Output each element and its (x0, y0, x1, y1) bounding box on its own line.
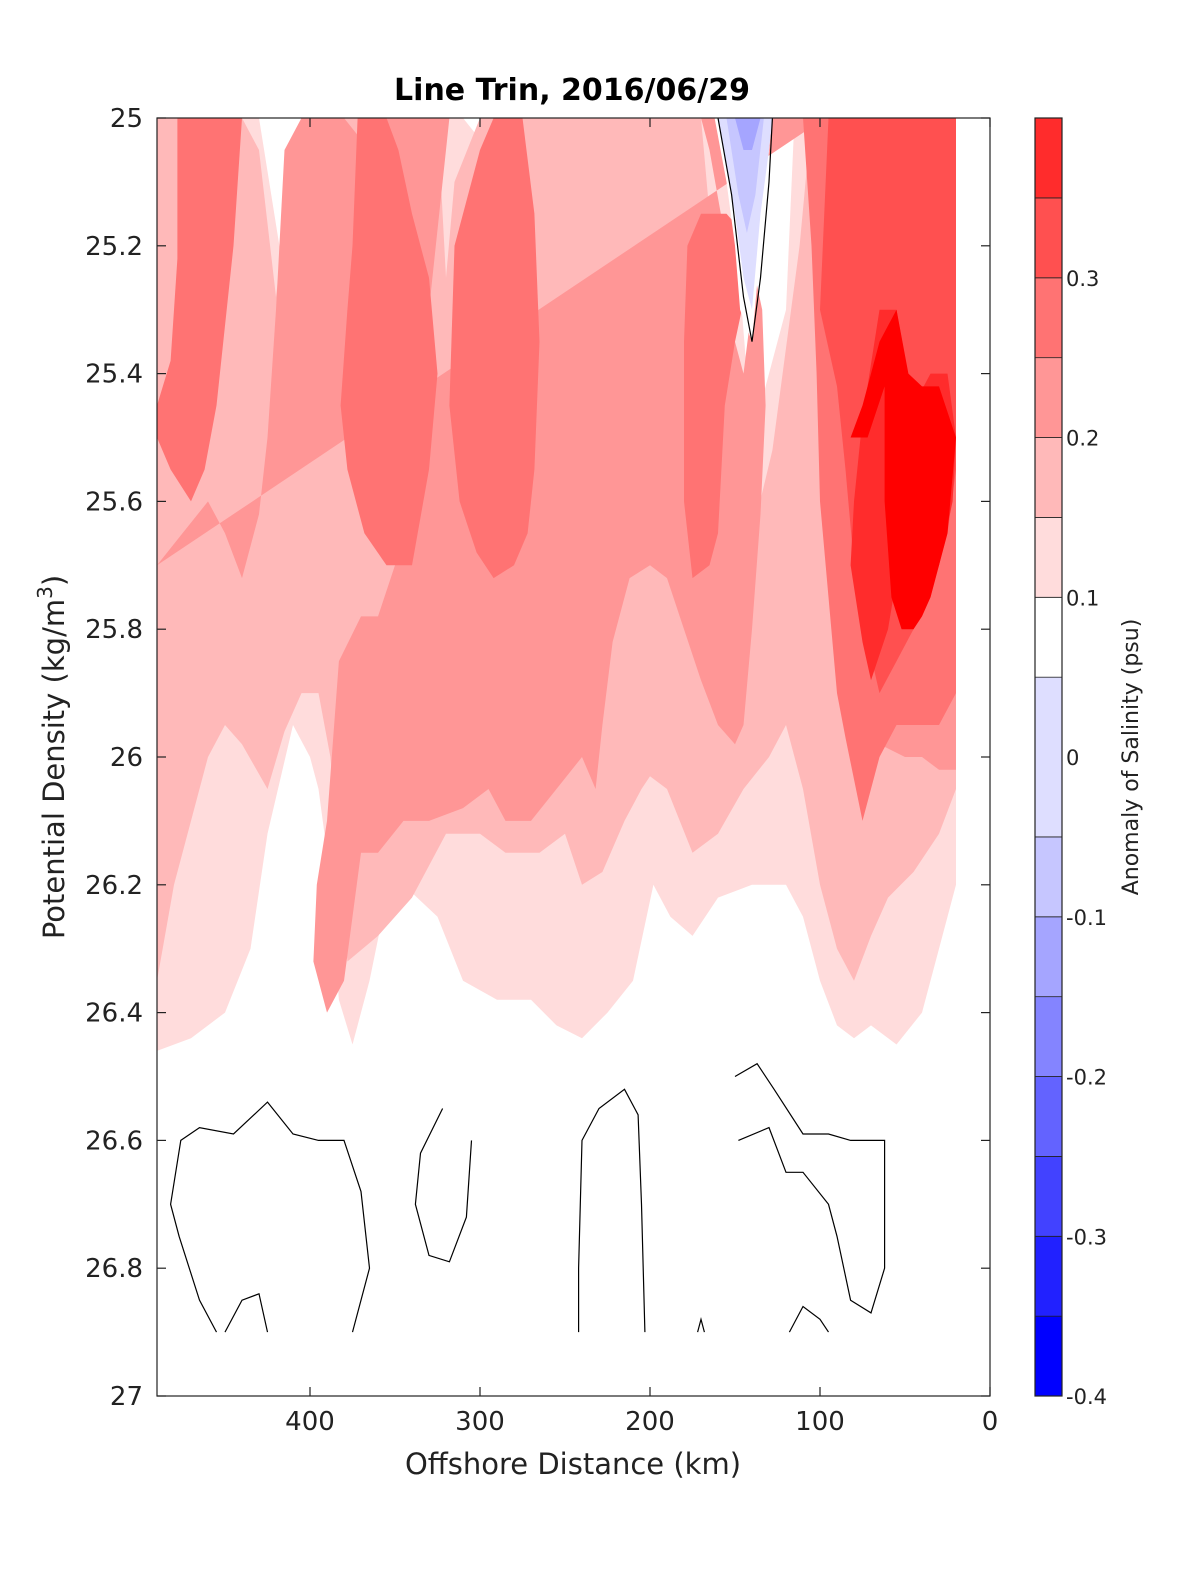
y-axis-ticks: 25 25.2 25.4 25.6 25.8 26 26.2 26.4 26.6 26.8 27 (85, 104, 990, 1412)
chart-title: Line Trin, 2016/06/29 (394, 73, 750, 108)
colorbar-tick-label: 0 (1066, 746, 1079, 770)
colorbar-block (1034, 916, 1063, 998)
y-axis-label-main: Potential Density (kg/m (37, 599, 71, 939)
x-tick-label: 300 (455, 1407, 505, 1437)
contour-region-13 (726, 118, 764, 233)
contour-line-2 (224, 1292, 269, 1333)
y-tick-label: 26.8 (85, 1254, 143, 1284)
y-tick-label: 26 (110, 743, 143, 773)
plot-area: 400 300 200 100 0 25 25.2 25.4 25.6 25.8 26 26.2 26… (85, 104, 998, 1437)
contour-line-4 (577, 1088, 646, 1333)
colorbar-block (1034, 1156, 1063, 1237)
colorbar-block (1034, 357, 1063, 438)
contour-line-6 (734, 1062, 886, 1314)
colorbar-block (1034, 197, 1063, 279)
y-tick-label: 25.4 (85, 360, 143, 390)
contour-line-7 (788, 1305, 829, 1333)
colorbar-block (1034, 996, 1063, 1077)
colorbar-tick-label: -0.3 (1066, 1225, 1107, 1249)
colorbar-tick-label: -0.2 (1066, 1066, 1107, 1090)
y-tick-label: 25.8 (85, 615, 143, 645)
contour-region-10 (850, 309, 956, 630)
colorbar-block (1034, 117, 1063, 199)
colorbar-label: Anomaly of Salinity (psu) (1119, 619, 1144, 896)
contour-region-5 (449, 118, 540, 579)
x-tick-label: 200 (625, 1407, 675, 1437)
colorbar-tick-label: 0.3 (1066, 267, 1099, 291)
y-tick-label: 25.6 (85, 487, 143, 517)
colorbar-block (1034, 437, 1063, 518)
contour-region-4 (340, 118, 438, 566)
y-axis-label: Potential Density (kg/m3) (33, 575, 71, 939)
y-tick-label: 27 (110, 1382, 143, 1412)
y-tick-label: 25 (110, 104, 143, 134)
contour-lines (169, 117, 886, 1333)
contour-line-5 (697, 1316, 705, 1333)
colorbar-tick-label: -0.4 (1066, 1385, 1107, 1409)
colorbar-ticks: -0.4 -0.3 -0.2 -0.1 0 0.1 0.2 0.3 (1066, 267, 1107, 1409)
colorbar-tick-label: 0.1 (1066, 586, 1099, 610)
x-tick-label: 0 (982, 1407, 999, 1437)
contour-line-3 (414, 1108, 473, 1263)
y-axis-label-close: ) (37, 575, 71, 586)
x-axis-label: Offshore Distance (km) (405, 1447, 741, 1481)
colorbar-block (1034, 517, 1063, 598)
colorbar: -0.4 -0.3 -0.2 -0.1 0 0.1 0.2 0.3 Anomaly of Sa… (1034, 117, 1144, 1409)
contour-fills (157, 118, 956, 1051)
colorbar-block (1034, 676, 1063, 838)
colorbar-block (1034, 836, 1063, 918)
y-axis-label-sup: 3 (33, 586, 57, 599)
contour-line-1 (169, 1101, 371, 1333)
colorbar-block (1034, 1315, 1063, 1397)
y-tick-label: 26.6 (85, 1126, 143, 1156)
colorbar-tick-label: -0.1 (1066, 906, 1107, 930)
x-tick-label: 400 (285, 1407, 335, 1437)
colorbar-block (1034, 1235, 1063, 1317)
x-axis-ticks: 400 300 200 100 0 (285, 118, 998, 1437)
colorbar-block (1034, 277, 1063, 359)
contour-region-3 (157, 118, 242, 502)
colorbar-block (1034, 1076, 1063, 1157)
y-tick-label: 25.2 (85, 232, 143, 262)
colorbar-blocks (1034, 117, 1063, 1397)
contour-region-14 (735, 118, 761, 150)
y-tick-label: 26.2 (85, 871, 143, 901)
x-tick-label: 100 (795, 1407, 845, 1437)
colorbar-frame (1034, 117, 1063, 1397)
colorbar-block (1034, 596, 1063, 678)
y-tick-label: 26.4 (85, 999, 143, 1029)
contour-line-0 (717, 117, 773, 342)
colorbar-tick-label: 0.2 (1066, 427, 1099, 451)
